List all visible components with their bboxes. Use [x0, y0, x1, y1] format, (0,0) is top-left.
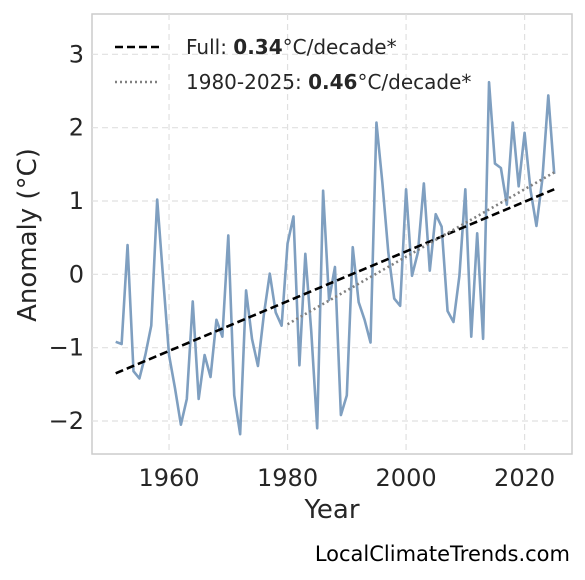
recent-trend-line [286, 171, 555, 326]
source-label: LocalClimateTrends.com [315, 542, 570, 566]
x-axis-label: Year [303, 495, 359, 525]
x-tick-label: 2020 [494, 464, 555, 492]
series-layer [115, 80, 556, 436]
legend-suffix: °C/decade* [357, 70, 471, 94]
y-tick-label: 1 [69, 187, 84, 215]
grid [92, 14, 572, 454]
legend-entry: 1980-2025: 0.46°C/decade* [186, 70, 471, 94]
y-tick-label: −1 [49, 334, 84, 362]
legend: Full: 0.34°C/decade*1980-2025: 0.46°C/de… [115, 35, 471, 94]
y-axis-label: Anomaly (°C) [13, 148, 43, 322]
tick-labels: 1960 1980 2000 2020 −2 −1 0 1 2 3 [49, 40, 556, 492]
x-tick-label: 1980 [257, 464, 318, 492]
legend-rate: 0.34 [233, 35, 282, 59]
legend-rate: 0.46 [308, 70, 357, 94]
y-tick-label: 0 [69, 260, 84, 288]
x-tick-label: 1960 [138, 464, 199, 492]
full-trend-line [115, 188, 555, 375]
legend-prefix: Full: [186, 35, 233, 59]
plot-area [91, 13, 573, 455]
anomaly-series-line [115, 80, 556, 436]
legend-suffix: °C/decade* [283, 35, 397, 59]
y-tick-label: 2 [69, 114, 84, 142]
y-tick-label: 3 [69, 40, 84, 68]
legend-entry: Full: 0.34°C/decade* [186, 35, 397, 59]
y-tick-label: −2 [49, 407, 84, 435]
legend-prefix: 1980-2025: [186, 70, 308, 94]
x-tick-label: 2000 [376, 464, 437, 492]
